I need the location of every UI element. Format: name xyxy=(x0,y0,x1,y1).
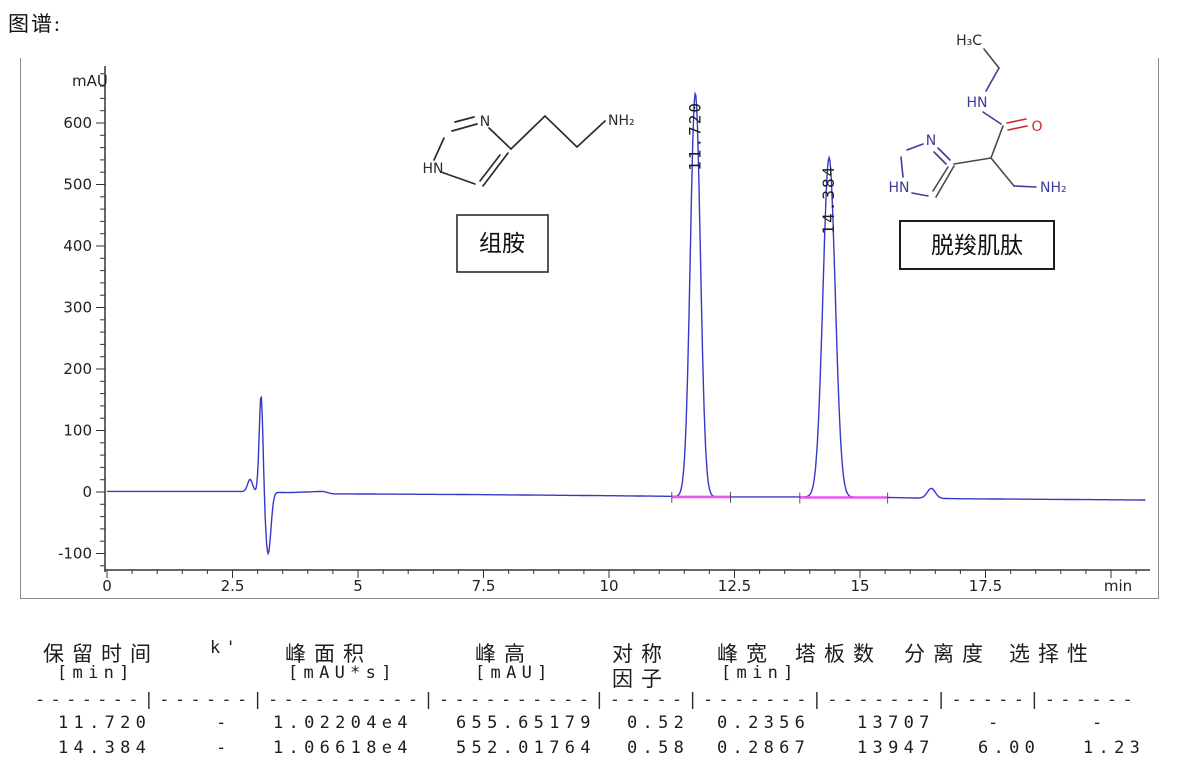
x-tick-label: 5 xyxy=(353,577,363,595)
peak-labels: 11.720 14.384 xyxy=(685,101,838,234)
atom-label-hn-amide: HN xyxy=(967,95,988,111)
table-header-unit: [mAU] xyxy=(475,663,553,683)
y-axis-unit: mAU xyxy=(72,72,108,90)
table-header: 塔板数 xyxy=(795,642,882,666)
carcinine-structure: H₃C HN O N HN NH₂ 脱羧肌肽 xyxy=(889,33,1067,270)
y-tick-label: 500 xyxy=(63,176,92,194)
y-tick-label: 100 xyxy=(63,422,92,440)
x-tick-label: 2.5 xyxy=(221,577,245,595)
x-tick-label: 0 xyxy=(102,577,112,595)
y-tick-label: 400 xyxy=(63,237,92,255)
table-separator: -------|------|----------|----------|---… xyxy=(35,690,1138,710)
page-title: 图谱: xyxy=(8,12,62,36)
table-cell: 13947 xyxy=(857,738,935,758)
table-cell: 0.2867 xyxy=(717,738,811,758)
x-axis-unit: min xyxy=(1104,577,1132,595)
table-cell: 6.00 xyxy=(978,738,1041,758)
compound-name-histamine: 组胺 xyxy=(479,231,525,257)
table-header: 选择性 xyxy=(1009,642,1096,666)
table-header-unit: 因子 xyxy=(612,667,670,691)
table-cell: 1.23 xyxy=(1083,738,1146,758)
atom-label-n-ring: N xyxy=(926,133,936,149)
table-header: 保留时间 xyxy=(43,642,159,666)
atom-label-n: N xyxy=(480,114,490,130)
x-tick-label: 12.5 xyxy=(718,577,751,595)
axes: -100 0 100 200 300 400 500 600 0 2.5 5 7.5 10 12.5 15 1… xyxy=(58,66,1150,595)
table-cell: 13707 xyxy=(857,713,935,733)
atom-label-o: O xyxy=(1031,119,1042,135)
table-header: 峰宽 xyxy=(717,642,775,666)
table-header-unit: [min] xyxy=(57,663,135,683)
table-cell: - xyxy=(216,713,232,733)
atom-label-nh2: NH₂ xyxy=(608,113,635,129)
table-cell: 655.65179 xyxy=(456,713,596,733)
table-cell: 0.58 xyxy=(627,738,690,758)
table-cell: 0.52 xyxy=(627,713,690,733)
table-cell: 11.720 xyxy=(58,713,152,733)
table-header: 峰高 xyxy=(475,642,533,666)
y-tick-label: 300 xyxy=(63,299,92,317)
table-header-unit: [mAU*s] xyxy=(288,663,397,683)
x-tick-label: 7.5 xyxy=(472,577,496,595)
y-tick-label: 600 xyxy=(63,114,92,132)
table-cell: 1.02204e4 xyxy=(273,713,413,733)
compound-label-box xyxy=(456,214,549,273)
table-cell: 1.06618e4 xyxy=(273,738,413,758)
trace xyxy=(107,91,1146,556)
table-header: 对称 xyxy=(612,642,670,666)
table-cell: - xyxy=(1092,713,1108,733)
atom-label-hn-ring: HN xyxy=(889,180,910,196)
histamine-structure: N HN NH₂ 组胺 xyxy=(423,113,635,273)
x-tick-label: 17.5 xyxy=(969,577,1002,595)
atom-label-h3c: H₃C xyxy=(956,33,982,49)
x-tick-label: 10 xyxy=(599,577,618,595)
atom-label-hn: HN xyxy=(423,161,444,177)
chromatogram-frame xyxy=(20,58,1159,599)
table-cell: - xyxy=(216,738,232,758)
x-tick-label: 15 xyxy=(850,577,869,595)
compound-name-carcinine: 脱羧肌肽 xyxy=(931,233,1023,259)
peak-retention-label: 14.384 xyxy=(819,165,838,235)
table-header: 峰面积 xyxy=(285,642,372,666)
compound-label-box xyxy=(899,220,1055,270)
table-header: k' xyxy=(210,638,242,658)
peak-retention-label: 11.720 xyxy=(685,101,704,171)
y-tick-label: 0 xyxy=(82,483,92,501)
table-cell: - xyxy=(988,713,1004,733)
table-header: 分离度 xyxy=(904,642,991,666)
y-tick-label: -100 xyxy=(58,545,92,563)
table-header-unit: [min] xyxy=(721,663,799,683)
table-cell: 0.2356 xyxy=(717,713,811,733)
table-cell: 552.01764 xyxy=(456,738,596,758)
table-cell: 14.384 xyxy=(58,738,152,758)
y-tick-label: 200 xyxy=(63,360,92,378)
atom-label-nh2: NH₂ xyxy=(1040,180,1067,196)
